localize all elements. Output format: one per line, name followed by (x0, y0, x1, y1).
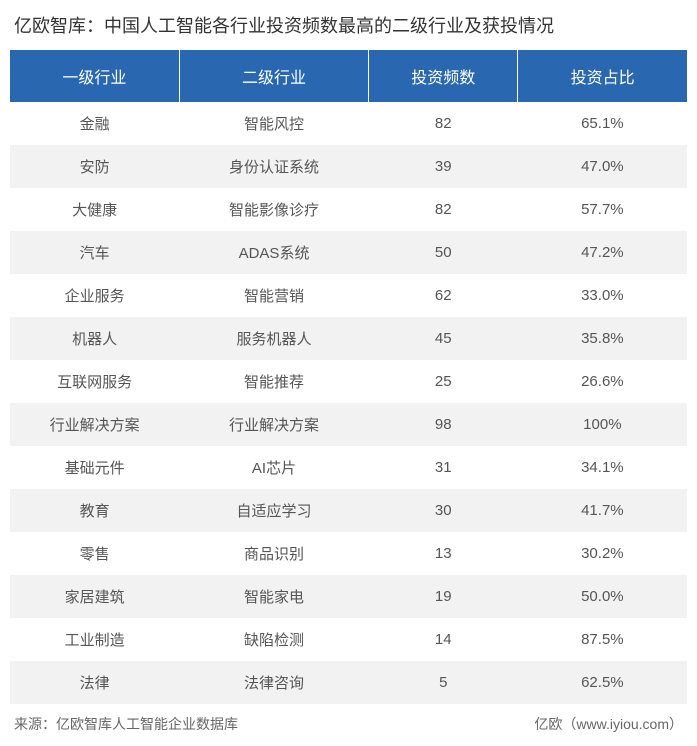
data-table: 一级行业 二级行业 投资频数 投资占比 金融智能风控8265.1%安防身份认证系… (10, 50, 687, 704)
footer: 来源：亿欧智库人工智能企业数据库 亿欧（www.iyiou.com） (10, 714, 687, 734)
table-cell: 金融 (10, 102, 179, 145)
table-cell: 智能风控 (179, 102, 369, 145)
footer-brand: 亿欧（www.iyiou.com） (534, 714, 683, 734)
table-cell: 机器人 (10, 317, 179, 360)
table-cell: 19 (369, 575, 518, 618)
table-cell: 安防 (10, 145, 179, 188)
table-cell: 家居建筑 (10, 575, 179, 618)
table-cell: 62 (369, 274, 518, 317)
table-cell: 35.8% (518, 317, 687, 360)
table-cell: 基础元件 (10, 446, 179, 489)
table-cell: 汽车 (10, 231, 179, 274)
table-cell: 自适应学习 (179, 489, 369, 532)
table-cell: AI芯片 (179, 446, 369, 489)
header-col-3: 投资频数 (369, 50, 518, 102)
table-cell: 34.1% (518, 446, 687, 489)
table-cell: 法律咨询 (179, 661, 369, 704)
table-row: 金融智能风控8265.1% (10, 102, 687, 145)
table-cell: 47.2% (518, 231, 687, 274)
table-row: 法律法律咨询562.5% (10, 661, 687, 704)
table-cell: 30.2% (518, 532, 687, 575)
table-cell: 82 (369, 188, 518, 231)
table-row: 行业解决方案行业解决方案98100% (10, 403, 687, 446)
table-cell: 45 (369, 317, 518, 360)
table-cell: 87.5% (518, 618, 687, 661)
table-cell: 26.6% (518, 360, 687, 403)
table-cell: ADAS系统 (179, 231, 369, 274)
table-row: 机器人服务机器人4535.8% (10, 317, 687, 360)
table-cell: 大健康 (10, 188, 179, 231)
table-row: 大健康智能影像诊疗8257.7% (10, 188, 687, 231)
table-cell: 25 (369, 360, 518, 403)
table-row: 教育自适应学习3041.7% (10, 489, 687, 532)
table-cell: 智能影像诊疗 (179, 188, 369, 231)
table-row: 基础元件AI芯片3134.1% (10, 446, 687, 489)
table-cell: 工业制造 (10, 618, 179, 661)
table-cell: 82 (369, 102, 518, 145)
table-cell: 教育 (10, 489, 179, 532)
table-row: 零售商品识别1330.2% (10, 532, 687, 575)
table-cell: 智能推荐 (179, 360, 369, 403)
table-cell: 50.0% (518, 575, 687, 618)
chart-title: 亿欧智库：中国人工智能各行业投资频数最高的二级行业及获投情况 (10, 12, 687, 38)
table-cell: 法律 (10, 661, 179, 704)
table-cell: 行业解决方案 (10, 403, 179, 446)
table-cell: 50 (369, 231, 518, 274)
table-body: 金融智能风控8265.1%安防身份认证系统3947.0%大健康智能影像诊疗825… (10, 102, 687, 704)
table-header-row: 一级行业 二级行业 投资频数 投资占比 (10, 50, 687, 102)
table-row: 互联网服务智能推荐2526.6% (10, 360, 687, 403)
table-row: 工业制造缺陷检测1487.5% (10, 618, 687, 661)
table-cell: 98 (369, 403, 518, 446)
table-cell: 62.5% (518, 661, 687, 704)
table-cell: 31 (369, 446, 518, 489)
table-cell: 缺陷检测 (179, 618, 369, 661)
header-col-2: 二级行业 (179, 50, 369, 102)
table-cell: 商品识别 (179, 532, 369, 575)
table-row: 家居建筑智能家电1950.0% (10, 575, 687, 618)
table-row: 企业服务智能营销6233.0% (10, 274, 687, 317)
table-row: 安防身份认证系统3947.0% (10, 145, 687, 188)
table-cell: 互联网服务 (10, 360, 179, 403)
table-cell: 企业服务 (10, 274, 179, 317)
table-cell: 39 (369, 145, 518, 188)
table-cell: 行业解决方案 (179, 403, 369, 446)
header-col-4: 投资占比 (518, 50, 687, 102)
table-cell: 57.7% (518, 188, 687, 231)
table-cell: 身份认证系统 (179, 145, 369, 188)
table-cell: 33.0% (518, 274, 687, 317)
table-cell: 14 (369, 618, 518, 661)
table-cell: 30 (369, 489, 518, 532)
table-cell: 65.1% (518, 102, 687, 145)
table-cell: 智能家电 (179, 575, 369, 618)
table-cell: 47.0% (518, 145, 687, 188)
table-cell: 智能营销 (179, 274, 369, 317)
table-cell: 5 (369, 661, 518, 704)
table-row: 汽车ADAS系统5047.2% (10, 231, 687, 274)
table-cell: 零售 (10, 532, 179, 575)
header-col-1: 一级行业 (10, 50, 179, 102)
table-cell: 服务机器人 (179, 317, 369, 360)
table-cell: 41.7% (518, 489, 687, 532)
table-cell: 13 (369, 532, 518, 575)
table-cell: 100% (518, 403, 687, 446)
footer-source: 来源：亿欧智库人工智能企业数据库 (14, 714, 238, 734)
